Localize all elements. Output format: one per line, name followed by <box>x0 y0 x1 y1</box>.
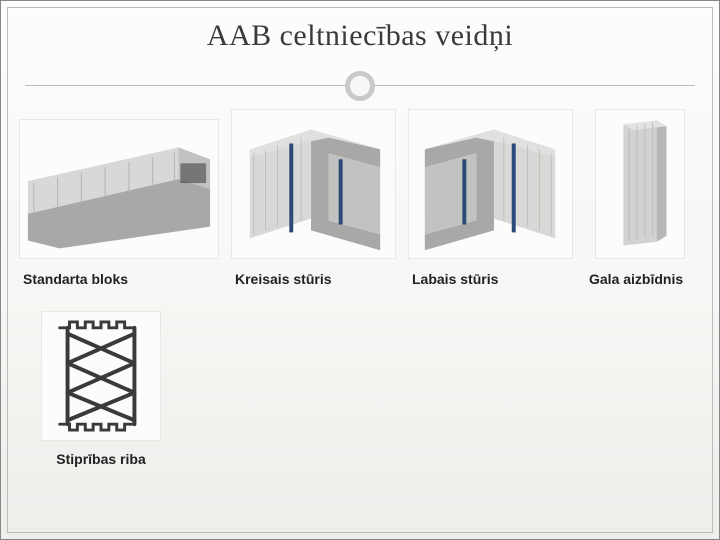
item-label: Kreisais stūris <box>231 271 396 287</box>
item-end-panel: Gala aizbīdnis <box>585 109 695 287</box>
item-label: Stiprības riba <box>31 451 171 467</box>
product-row-2: Stiprības riba <box>31 311 171 467</box>
title-divider <box>1 67 719 107</box>
item-label: Gala aizbīdnis <box>585 271 695 287</box>
strength-rib-icon <box>41 311 161 441</box>
block-left-corner-icon <box>231 109 396 259</box>
item-label: Labais stūris <box>408 271 573 287</box>
divider-circle-icon <box>345 71 375 101</box>
block-standard-icon <box>19 119 219 259</box>
item-right-corner: Labais stūris <box>408 109 573 287</box>
product-row-1: Standarta bloks <box>19 109 701 287</box>
block-right-corner-icon <box>408 109 573 259</box>
block-end-panel-icon <box>595 109 685 259</box>
item-label: Standarta bloks <box>19 271 219 287</box>
item-left-corner: Kreisais stūris <box>231 109 396 287</box>
slide: AAB celtniecības veidņi <box>0 0 720 540</box>
item-standard-block: Standarta bloks <box>19 119 219 287</box>
